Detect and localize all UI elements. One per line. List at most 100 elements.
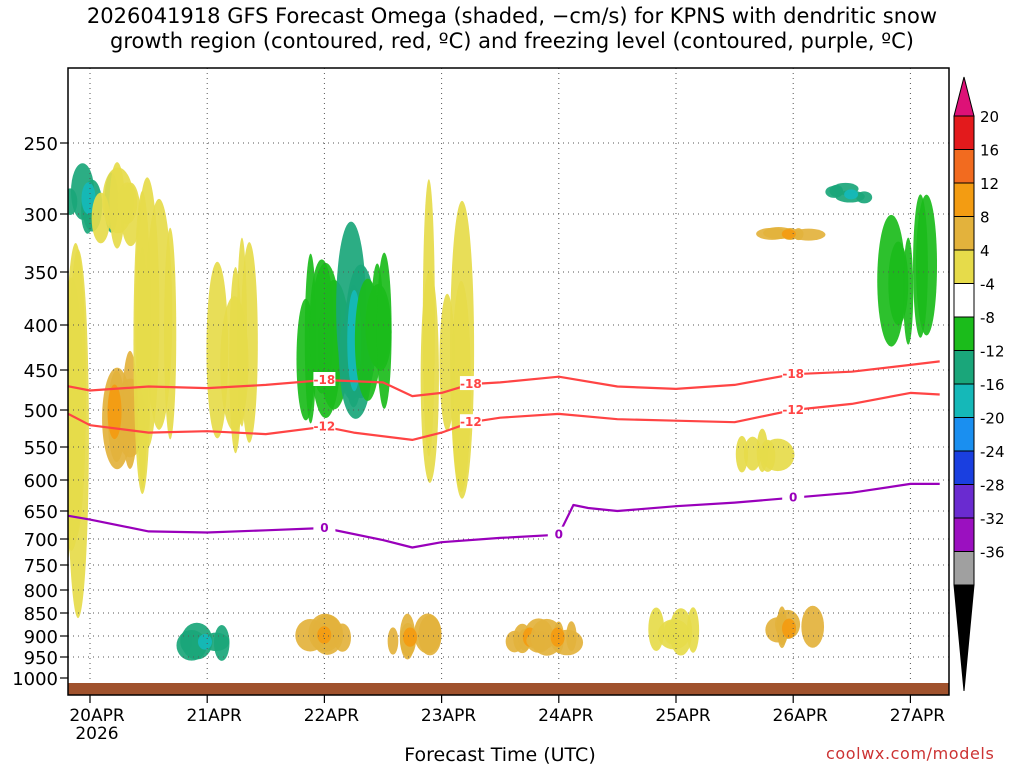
omega-core xyxy=(844,189,859,200)
colorbar-box xyxy=(953,350,975,385)
omega-cell xyxy=(743,436,762,471)
colorbar-label: 8 xyxy=(980,209,990,227)
colorbar-box xyxy=(953,115,975,150)
contour-label: -18 xyxy=(782,367,804,381)
omega-cell xyxy=(648,607,665,652)
ground-strip xyxy=(68,683,949,695)
y-tick-label: 950 xyxy=(24,648,58,669)
x-axis: 20APR 21APR 22APR 23APR 24APR 25APR 26APR 27APR… xyxy=(69,695,945,744)
omega-cell xyxy=(135,177,160,449)
y-tick-label: 400 xyxy=(24,316,58,337)
colorbar-box xyxy=(953,383,975,418)
contour-label: 0 xyxy=(789,491,797,505)
omega-cell xyxy=(164,227,177,440)
x-tick-label: 27APR xyxy=(890,706,946,726)
omega-core xyxy=(550,627,565,647)
colorbar-label: -36 xyxy=(980,544,1005,562)
contour-label-bg xyxy=(313,371,336,386)
colorbar-label: -20 xyxy=(980,410,1005,428)
contour-label: 0 xyxy=(320,521,328,535)
omega-cell xyxy=(791,228,826,241)
omega-cell xyxy=(117,182,138,224)
x-tick-label: 20APR xyxy=(69,706,125,726)
colorbar-label: -24 xyxy=(980,443,1005,461)
contour-label: 0 xyxy=(555,528,563,542)
x-tick-label: 21APR xyxy=(187,706,243,726)
colorbar-label: -4 xyxy=(980,276,995,294)
colorbar-label: -32 xyxy=(980,510,1005,528)
contour-label-bg xyxy=(782,366,805,381)
omega-cell xyxy=(387,627,399,655)
x-tick-label: 25APR xyxy=(655,706,711,726)
omega-cell xyxy=(903,237,914,345)
colorbar-bottom-arrow xyxy=(953,584,975,692)
omega-cell xyxy=(856,191,873,204)
chart-title: 2026041918 GFS Forecast Omega (shaded, −… xyxy=(0,4,1024,54)
colorbar-box xyxy=(953,484,975,519)
y-tick-label: 650 xyxy=(24,502,58,523)
y-tick-label: 350 xyxy=(24,263,58,284)
contour-label-bg xyxy=(547,526,570,541)
y-tick-label: 750 xyxy=(24,556,58,577)
title-line-1: 2026041918 GFS Forecast Omega (shaded, −… xyxy=(86,4,938,28)
omega-core xyxy=(782,618,797,639)
colorbar-top-arrow xyxy=(953,76,975,117)
omega-cell xyxy=(220,296,249,432)
omega-cell xyxy=(756,227,789,240)
year-label: 2026 xyxy=(75,724,118,744)
colorbar-label: 12 xyxy=(980,175,999,193)
colorbar-label: -16 xyxy=(980,376,1005,394)
x-tick-label: 26APR xyxy=(773,706,829,726)
contour-label-bg xyxy=(459,376,482,391)
x-tick-label: 22APR xyxy=(304,706,360,726)
y-tick-label: 300 xyxy=(24,205,58,226)
colorbar: 20 16 12 8 4 -4 -8 -12 -16 -20 -24 -28 -32 -36 xyxy=(953,76,1005,692)
y-tick-label: 600 xyxy=(24,471,58,492)
colorbar-box xyxy=(953,216,975,251)
contours: -18 -18 -18 -12 -12 -12 0 0 0 xyxy=(68,360,940,549)
colorbar-box xyxy=(953,249,975,284)
omega-core xyxy=(403,627,418,647)
y-tick-label: 550 xyxy=(24,438,58,459)
contour-label-bg xyxy=(313,520,336,535)
omega-cell xyxy=(422,179,435,457)
colorbar-box xyxy=(953,283,975,318)
colorbar-box xyxy=(953,149,975,184)
colorbar-box xyxy=(953,316,975,351)
omega-cell xyxy=(354,278,381,401)
y-tick-label: 700 xyxy=(24,530,58,551)
colorbar-box xyxy=(953,450,975,485)
contour-label: -18 xyxy=(460,377,482,391)
contour-label-bg xyxy=(459,414,482,429)
contour-label: -12 xyxy=(314,420,336,434)
y-tick-label: 900 xyxy=(24,627,58,648)
omega-cell xyxy=(801,605,825,648)
colorbar-box xyxy=(953,517,975,552)
omega-cell xyxy=(877,214,906,347)
colorbar-label: 20 xyxy=(980,108,999,126)
omega-core xyxy=(81,182,96,215)
omega-cell xyxy=(109,162,125,249)
colorbar-label: 16 xyxy=(980,142,999,160)
y-tick-label: 1000 xyxy=(12,669,58,690)
grid xyxy=(68,68,949,695)
omega-cell xyxy=(760,439,776,472)
x-tick-label: 23APR xyxy=(421,706,477,726)
credit-link[interactable]: coolwx.com/models xyxy=(826,744,995,763)
omega-cell xyxy=(687,607,700,653)
y-tick-label: 250 xyxy=(24,134,58,155)
omega-cell xyxy=(449,200,475,499)
plot-frame xyxy=(67,67,950,696)
y-tick-label: 850 xyxy=(24,604,58,625)
y-tick-label: 450 xyxy=(24,361,58,382)
colorbar-box xyxy=(953,417,975,452)
omega-cell xyxy=(735,435,749,473)
colorbar-box xyxy=(953,182,975,217)
x-tick-label: 24APR xyxy=(538,706,594,726)
colorbar-box xyxy=(953,551,975,586)
colorbar-label: -28 xyxy=(980,477,1005,495)
x-axis-label: Forecast Time (UTC) xyxy=(404,744,596,766)
contour-label-bg xyxy=(782,489,805,504)
colorbar-label: -12 xyxy=(980,343,1005,361)
